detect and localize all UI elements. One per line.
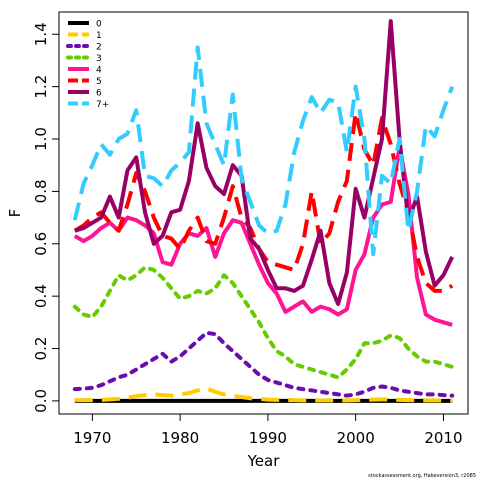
y-tick-label-4: 0.8 xyxy=(32,179,50,203)
legend-label-7: 7+ xyxy=(96,100,109,110)
legend-label-0: 0 xyxy=(96,20,102,30)
y-tick-label-6: 1.2 xyxy=(32,75,50,99)
legend: 01 23 45 67+ xyxy=(66,20,109,110)
series-line-6 xyxy=(74,19,455,307)
y-tick-label-2: 0.4 xyxy=(32,284,50,308)
legend-label-6: 6 xyxy=(96,89,102,99)
x-tick-label-2000: 2000 xyxy=(337,429,375,447)
footnote: stockassessment.org, Hakeversion3, r2085 xyxy=(368,473,476,479)
x-tick-label-1990: 1990 xyxy=(249,429,287,447)
y-axis: 0.0 0.2 0.4 0.6 0.8 1.0 1.2 1.4 xyxy=(32,22,60,413)
y-tick-label-0: 0.0 xyxy=(32,389,50,413)
legend-label-5: 5 xyxy=(96,77,102,87)
series-line-4 xyxy=(73,144,453,327)
y-tick-label-5: 1.0 xyxy=(32,127,50,151)
y-tick-label-3: 0.6 xyxy=(32,232,50,256)
series-line-2 xyxy=(72,330,455,398)
series-line-7 xyxy=(72,45,455,257)
legend-label-4: 4 xyxy=(96,66,102,76)
legend-label-3: 3 xyxy=(96,54,102,64)
y-tick-label-1: 0.2 xyxy=(32,337,50,361)
x-tick-label-2010: 2010 xyxy=(424,429,462,447)
x-tick-label-1980: 1980 xyxy=(161,429,199,447)
legend-label-2: 2 xyxy=(96,43,102,53)
x-axis-title: Year xyxy=(247,452,281,470)
legend-label-1: 1 xyxy=(96,31,102,41)
x-tick-label-1970: 1970 xyxy=(73,429,111,447)
series-line-1 xyxy=(74,386,453,403)
series-layer xyxy=(72,19,455,403)
series-line-3 xyxy=(72,265,455,380)
y-axis-title: F xyxy=(6,209,24,218)
y-tick-label-7: 1.4 xyxy=(32,22,50,46)
x-axis: 1970 1980 1990 2000 2010 xyxy=(73,413,463,447)
